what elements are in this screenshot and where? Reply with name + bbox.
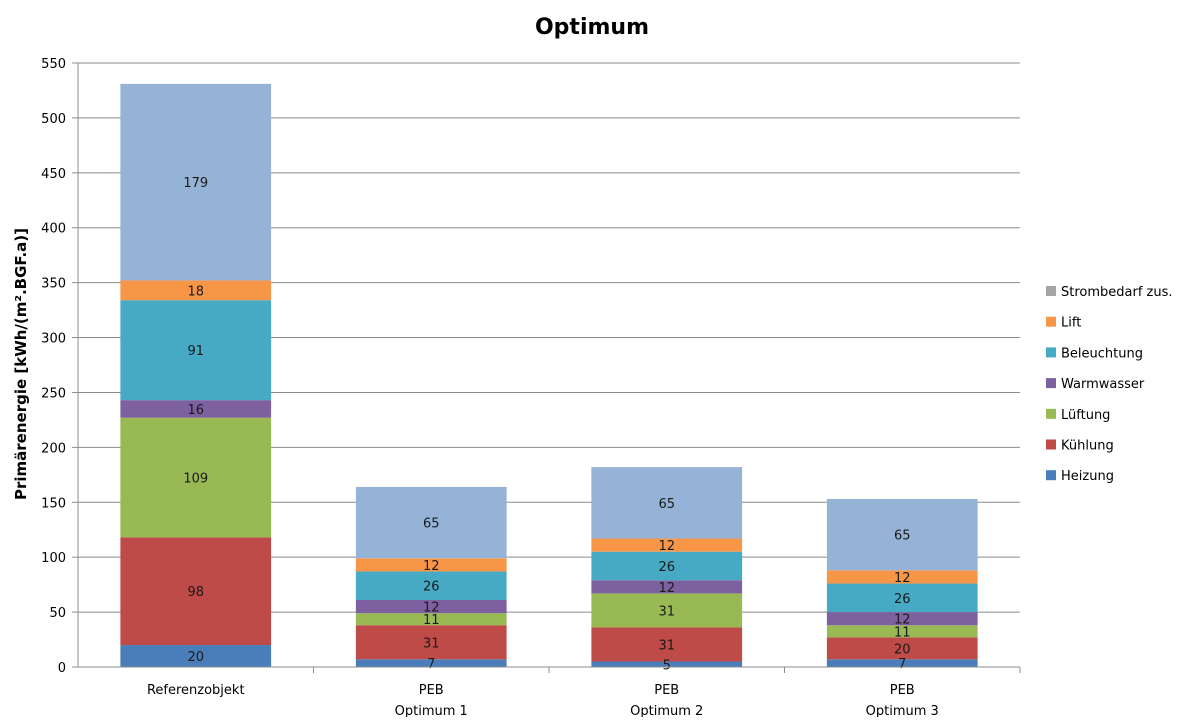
bar-segment [826, 570, 978, 584]
bars-layer [120, 83, 978, 667]
data-label: 11 [894, 625, 911, 640]
data-label: 91 [187, 344, 204, 359]
data-label: 12 [423, 559, 440, 574]
legend-label: Lift [1061, 316, 1081, 331]
y-tick-label: 400 [41, 222, 66, 237]
y-tick-label: 250 [41, 386, 66, 401]
legend-label: Lüftung [1061, 408, 1110, 423]
legend-swatch [1046, 378, 1056, 389]
data-label: 7 [898, 657, 906, 672]
data-label: 16 [187, 403, 204, 418]
bar-segment [591, 538, 743, 552]
bar-segment [591, 580, 743, 594]
data-label: 18 [187, 284, 204, 299]
bar-segment [120, 645, 272, 667]
legend-swatch [1046, 316, 1056, 327]
bar-segment [591, 593, 743, 628]
bar-segment [355, 659, 507, 667]
data-label: 65 [658, 497, 675, 512]
bar-segment [355, 600, 507, 614]
legend-label: Strombedarf zus. [1061, 285, 1173, 300]
bar-segment [120, 537, 272, 646]
legend-swatch [1046, 408, 1056, 419]
bar-segment [120, 280, 272, 301]
x-tick-label: Referenzobjekt [147, 683, 245, 698]
bar-segment [355, 558, 507, 572]
x-tick-label: PEB [419, 683, 444, 698]
data-label: 12 [894, 571, 911, 586]
data-label: 20 [894, 642, 911, 657]
x-tick-label: Optimum 1 [395, 704, 468, 717]
x-tick-label: PEB [890, 683, 915, 698]
legend-label: Heizung [1061, 469, 1114, 484]
data-label: 12 [658, 581, 675, 596]
data-label: 179 [183, 176, 208, 191]
data-label: 65 [894, 529, 911, 544]
legend: Strombedarf zus. Lift Beleuchtung Warmwasse… [1046, 285, 1173, 484]
legend-swatch [1046, 347, 1056, 358]
y-tick-label: 500 [41, 112, 66, 127]
bar-segment [591, 661, 743, 667]
labels-layer: 2098109169118179731111226126553131122612… [183, 176, 910, 673]
data-label: 65 [423, 517, 440, 532]
data-label: 109 [183, 472, 208, 487]
legend-swatch [1046, 439, 1056, 450]
axis-layer: 0 50 100 150 200 250 300 350 400 450 500 550 Referen… [41, 57, 1021, 719]
data-label: 12 [423, 601, 440, 616]
data-label: 31 [423, 636, 440, 651]
data-label: 31 [658, 604, 675, 619]
data-label: 12 [658, 539, 675, 554]
bar-segment [826, 583, 978, 613]
x-tick-label: Optimum 2 [630, 704, 703, 717]
data-label: 7 [427, 657, 435, 672]
x-tick-label: Optimum 3 [866, 704, 939, 717]
y-tick-label: 150 [41, 496, 66, 511]
bar-segment [120, 83, 272, 281]
y-tick-label: 50 [49, 606, 66, 621]
data-label: 26 [894, 592, 911, 607]
legend-label: Beleuchtung [1061, 346, 1143, 361]
bar-segment [355, 625, 507, 660]
bar-segment [826, 659, 978, 667]
y-tick-label: 350 [41, 277, 66, 292]
bar-segment [120, 417, 272, 538]
y-tick-label: 300 [41, 332, 66, 347]
y-tick-label: 550 [41, 57, 66, 72]
data-label: 31 [658, 638, 675, 653]
y-tick-label: 450 [41, 167, 66, 182]
y-tick-label: 100 [41, 551, 66, 566]
data-label: 20 [187, 650, 204, 665]
x-tick-label: PEB [654, 683, 679, 698]
data-label: 5 [663, 658, 671, 673]
data-label: 12 [894, 613, 911, 628]
bar-segment [826, 498, 978, 571]
y-tick-label: 200 [41, 441, 66, 456]
bar-segment [355, 571, 507, 601]
legend-swatch [1046, 286, 1056, 296]
bar-segment [591, 627, 743, 662]
chart-title: Optimum [535, 15, 649, 40]
bar-segment [120, 300, 272, 401]
bar-segment [355, 486, 507, 559]
bar-segment [120, 400, 272, 418]
bar-segment [591, 551, 743, 581]
y-tick-label: 0 [58, 661, 66, 676]
data-label: 11 [423, 613, 440, 628]
data-label: 26 [658, 560, 675, 575]
bar-segment [826, 625, 978, 638]
data-label: 98 [187, 585, 204, 600]
bar-segment [826, 612, 978, 626]
legend-label: Warmwasser [1061, 377, 1145, 392]
data-label: 26 [423, 580, 440, 595]
bar-segment [591, 467, 743, 539]
bar-segment [355, 613, 507, 626]
legend-swatch [1046, 470, 1056, 481]
y-axis-label: Primärenergie [kWh/(m².BGF.a)] [12, 228, 30, 500]
bar-segment [826, 637, 978, 660]
legend-label: Kühlung [1061, 439, 1114, 454]
